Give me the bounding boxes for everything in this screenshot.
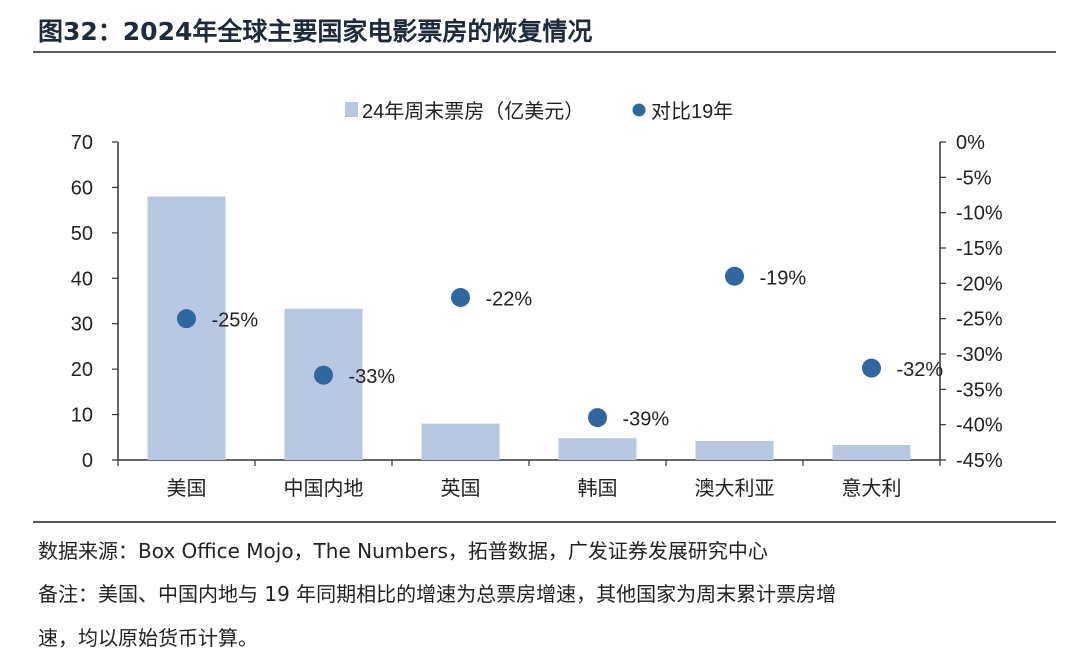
data-label: -39% <box>623 409 670 431</box>
left-tick-label: 10 <box>71 405 93 427</box>
bar <box>832 445 911 460</box>
data-label: -25% <box>212 310 259 332</box>
remark-line-1: 备注：美国、中国内地与 19 年同期相比的增速为总票房增速，其他国家为周末累计票… <box>38 582 837 606</box>
bar <box>695 440 774 460</box>
bar <box>147 196 226 460</box>
legend-swatch-dot <box>632 103 646 117</box>
x-tick-label: 英国 <box>441 477 481 500</box>
x-tick-label: 澳大利亚 <box>695 477 775 500</box>
legend-swatch-bar <box>345 102 358 117</box>
footer-divider <box>33 521 1056 523</box>
data-label: -19% <box>760 267 807 289</box>
right-tick-label: -15% <box>956 238 1003 260</box>
legend-label-dot: 对比19年 <box>651 100 733 123</box>
x-tick-label: 中国内地 <box>284 477 364 500</box>
remark-line-2: 速，均以原始货币计算。 <box>38 626 258 650</box>
bar <box>421 423 500 460</box>
data-label: -32% <box>897 359 944 381</box>
right-tick-label: -5% <box>956 167 992 189</box>
data-point <box>725 266 744 286</box>
right-tick-label: -45% <box>956 450 1003 472</box>
title-divider <box>33 51 1056 53</box>
data-point <box>314 365 333 385</box>
data-point <box>862 358 881 378</box>
right-tick-label: -40% <box>956 415 1003 437</box>
right-tick-label: -30% <box>956 344 1003 366</box>
x-tick-label: 意大利 <box>842 477 902 500</box>
left-tick-label: 20 <box>71 359 93 381</box>
data-point <box>451 287 470 307</box>
left-tick-label: 0 <box>82 450 93 472</box>
chart: 0 10 20 30 40 50 60 70 0% -5% -10% -15% -20% -25% -30%… <box>71 100 1003 500</box>
left-tick-label: 30 <box>71 314 93 336</box>
bar <box>558 438 637 460</box>
right-tick-label: -25% <box>956 309 1003 331</box>
page-title: 图32：2024年全球主要国家电影票房的恢复情况 <box>38 17 593 46</box>
data-point <box>588 408 607 428</box>
left-tick-label: 40 <box>71 268 93 290</box>
data-point <box>177 309 196 329</box>
legend-label-bar: 24年周末票房（亿美元） <box>362 100 584 123</box>
right-tick-label: -35% <box>956 379 1003 401</box>
right-tick-label: 0% <box>956 132 985 154</box>
left-tick-label: 70 <box>71 132 93 154</box>
right-tick-label: -10% <box>956 203 1003 225</box>
left-tick-label: 50 <box>71 223 93 245</box>
data-label: -22% <box>486 288 533 310</box>
data-label: -33% <box>349 366 396 388</box>
right-tick-label: -20% <box>956 273 1003 295</box>
left-tick-label: 60 <box>71 177 93 199</box>
x-tick-label: 韩国 <box>578 477 618 500</box>
x-tick-label: 美国 <box>167 477 207 500</box>
source-note: 数据来源：Box Office Mojo，The Numbers，拓普数据，广发… <box>38 539 768 563</box>
